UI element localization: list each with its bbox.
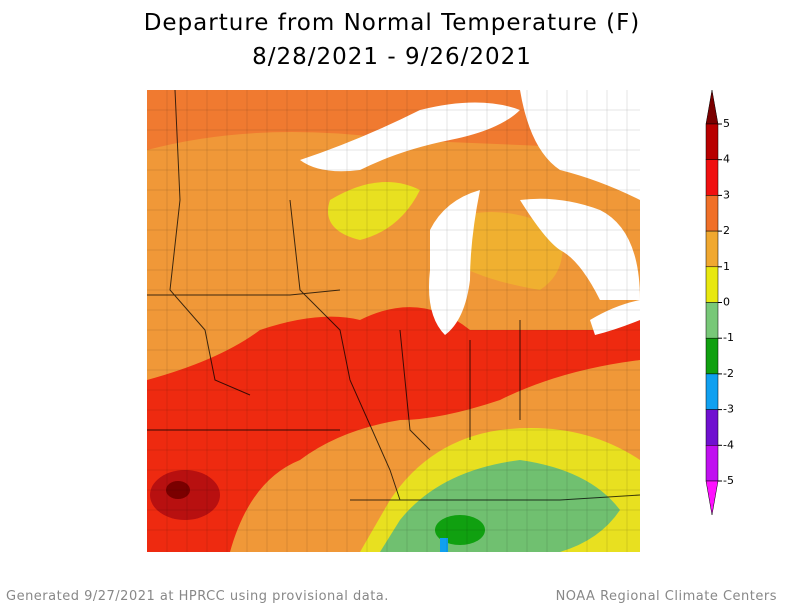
colorbar-tick-label: -1: [723, 331, 734, 344]
lake-michigan: [429, 190, 480, 335]
region-lightorange: [450, 212, 563, 290]
region-darkgreen: [435, 515, 485, 545]
title: Departure from Normal Temperature (F): [144, 10, 641, 36]
colorbar-segment: [705, 337, 719, 375]
colorbar-segment: [705, 266, 719, 303]
map: [147, 90, 640, 552]
colorbar-tick-label: -4: [723, 438, 734, 451]
region-darkest: [166, 481, 190, 499]
colorbar-tick-label: 2: [723, 224, 730, 237]
lake-erie: [590, 300, 640, 335]
colorbar-top: [705, 89, 719, 125]
colorbar-segment: [705, 445, 719, 482]
colorbar-segment: [705, 373, 719, 410]
region-yellow: [328, 182, 420, 240]
colorbar-tick-label: -3: [723, 403, 734, 416]
county-grid: [147, 90, 640, 552]
footer-right: NOAA Regional Climate Centers: [556, 589, 777, 604]
colorbar-bottom: [705, 480, 719, 516]
colorbar-tick-label: 5: [723, 117, 730, 130]
colorbar-tick-label: -2: [723, 367, 734, 380]
colorbar-segment: [705, 302, 719, 339]
colorbar: 5 4 3 2 1 0 -1 -2 -3 -4 -5: [705, 89, 734, 516]
state-lines: [147, 90, 640, 501]
colorbar-segment: [705, 409, 719, 446]
footer-left: Generated 9/27/2021 at HPRCC using provi…: [6, 589, 389, 604]
colorbar-tick-label: 0: [723, 296, 730, 309]
colorbar-segment: [705, 230, 719, 268]
colorbar-segment: [705, 123, 719, 160]
lake-huron: [520, 198, 640, 300]
region-red: [147, 307, 640, 552]
colorbar-segment: [705, 159, 719, 196]
colorbar-tick-label: 4: [723, 153, 730, 166]
colorbar-tick-label: 1: [723, 260, 730, 273]
canada: [520, 90, 640, 200]
region-north: [147, 90, 640, 150]
colorbar-tick-label: -5: [723, 474, 734, 487]
subtitle: 8/28/2021 - 9/26/2021: [252, 44, 532, 70]
lake-superior: [300, 102, 520, 172]
colorbar-segment: [705, 195, 719, 232]
colorbar-tick-label: 3: [723, 188, 730, 201]
region-blue: [440, 538, 448, 552]
